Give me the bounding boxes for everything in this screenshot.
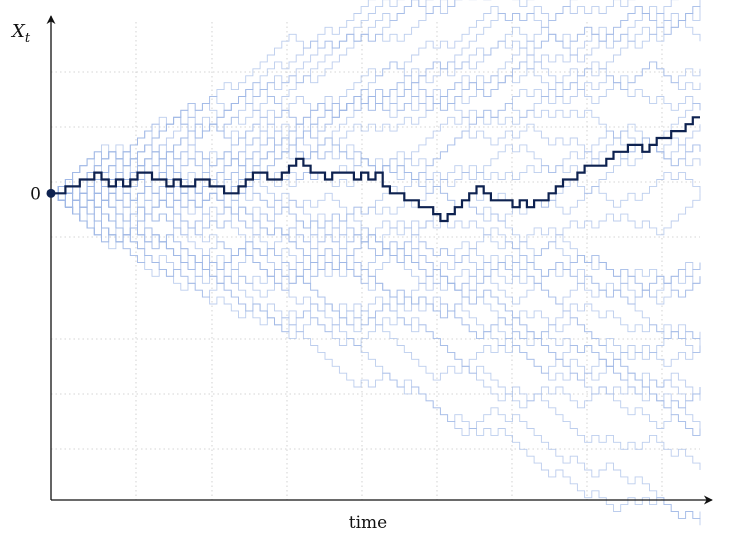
background-paths: [51, 0, 701, 526]
background-path: [51, 192, 701, 298]
background-path: [51, 185, 701, 402]
background-path: [51, 0, 492, 194]
background-path: [51, 179, 701, 429]
axes: [46, 15, 713, 505]
background-path: [51, 0, 434, 194]
start-point: [46, 188, 56, 198]
highlighted-path: [51, 116, 700, 223]
background-path: [51, 0, 434, 194]
y-tick-label-zero: 0: [30, 184, 41, 204]
y-axis-label-main: X: [10, 21, 26, 42]
background-path: [51, 61, 701, 222]
background-path: [51, 192, 701, 305]
y-axis-label-subscript: t: [25, 31, 31, 46]
highlighted-path-group: [51, 116, 700, 223]
x-axis-label: time: [349, 513, 387, 533]
background-path: [51, 0, 701, 201]
background-path: [51, 192, 701, 374]
y-axis-label: Xt: [10, 21, 31, 46]
